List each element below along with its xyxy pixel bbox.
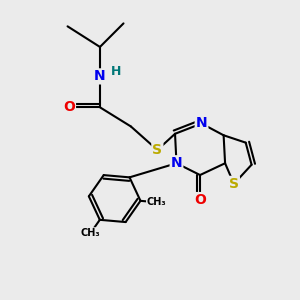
Text: S: S (152, 143, 162, 157)
Text: N: N (94, 69, 106, 83)
Text: H: H (111, 65, 121, 79)
Text: O: O (63, 100, 75, 114)
Text: N: N (196, 116, 207, 130)
Text: N: N (171, 156, 182, 170)
Text: O: O (194, 193, 206, 207)
Text: CH₃: CH₃ (81, 228, 100, 238)
Text: S: S (229, 177, 239, 191)
Text: CH₃: CH₃ (147, 197, 166, 207)
